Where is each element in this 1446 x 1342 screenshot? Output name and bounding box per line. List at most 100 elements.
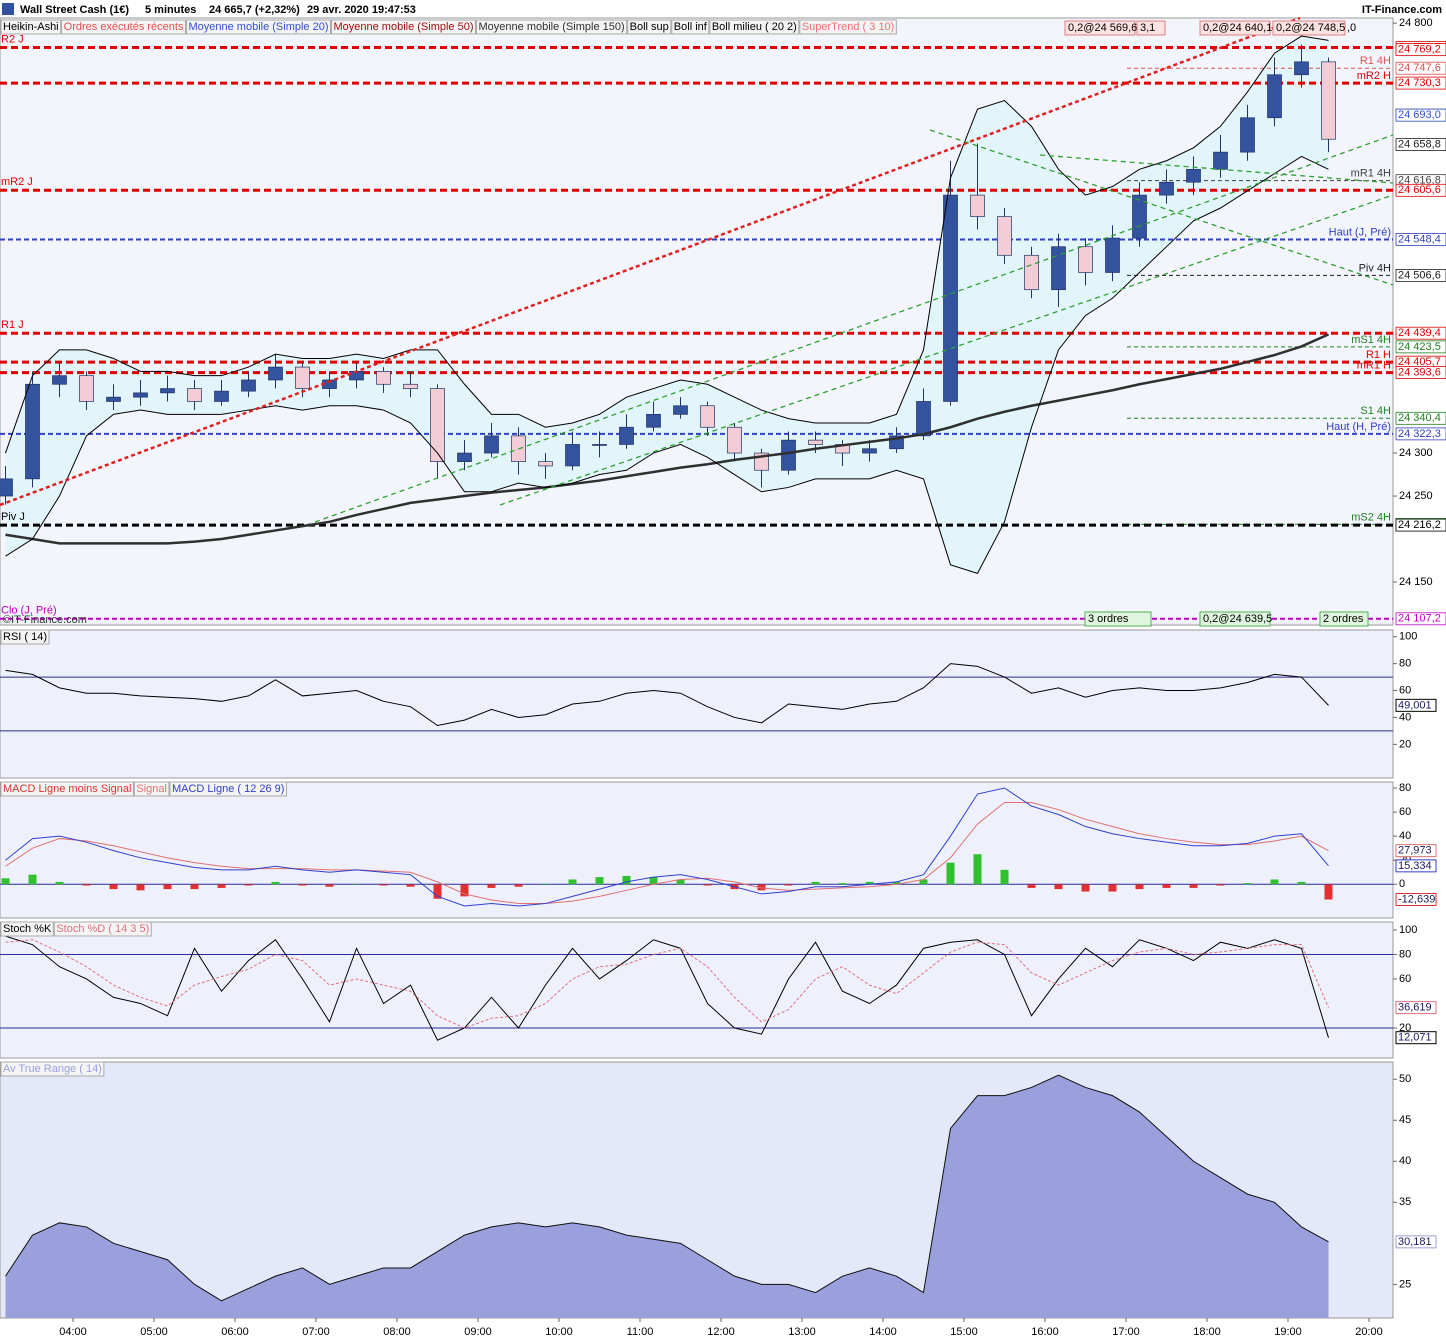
y-tick-label: 20 <box>1399 1022 1411 1034</box>
last-value-box <box>1395 859 1437 873</box>
level-box <box>1395 43 1446 57</box>
histogram-bar <box>649 877 658 885</box>
order-text: ,0 <box>1347 22 1356 34</box>
histogram-bar <box>1270 879 1279 885</box>
last-value-box <box>1395 1031 1437 1045</box>
y-tick-label: 40 <box>1399 711 1411 723</box>
level-value: 24 605,6 <box>1398 184 1441 196</box>
histogram-bar <box>1108 884 1117 892</box>
candle-body <box>1159 181 1174 196</box>
candle-body <box>673 405 688 415</box>
order-text: 3,1 <box>1140 22 1155 34</box>
level-name: Haut (H, Pré) <box>1326 421 1391 433</box>
order-text: 0,2@24 639,5 <box>1203 613 1272 625</box>
candle-body <box>457 452 472 462</box>
x-tick-label: 16:00 <box>1031 1326 1059 1338</box>
legend-box <box>0 921 54 937</box>
candle-body <box>187 388 202 402</box>
legend-box <box>709 19 800 35</box>
histogram-bar <box>298 884 307 886</box>
series-line <box>5 35 1329 454</box>
y-tick-label: 25 <box>1399 1278 1411 1290</box>
level-box <box>1395 366 1446 379</box>
candle-body <box>727 426 742 454</box>
candle-body <box>781 439 796 471</box>
histogram-bar <box>325 884 334 887</box>
x-tick-label: 15:00 <box>950 1326 978 1338</box>
level-name: R1 H <box>1366 349 1391 361</box>
level-box <box>1395 518 1446 532</box>
order-badge <box>1136 20 1166 36</box>
legend-box <box>0 629 50 645</box>
histogram-bar <box>811 881 820 885</box>
histogram-bar <box>433 884 442 899</box>
candle-body <box>133 392 148 398</box>
candle-body <box>376 371 391 385</box>
candle-body <box>1186 168 1201 183</box>
candle-body <box>1132 194 1147 239</box>
candle-body <box>808 439 823 445</box>
level-box <box>1395 138 1446 151</box>
histogram-bar <box>1 878 10 885</box>
last-value-box <box>1395 698 1437 712</box>
legend-label: Boll inf <box>674 21 708 33</box>
y-tick-label: 40 <box>1399 830 1411 842</box>
histogram-bar <box>190 884 199 890</box>
brand: IT-Finance.com <box>1362 4 1442 16</box>
y-tick-label: 45 <box>1399 1114 1411 1126</box>
legend-box <box>0 1061 105 1077</box>
candle-body <box>79 375 94 402</box>
candle-body <box>1321 61 1336 140</box>
level-box <box>1395 411 1446 425</box>
last-value-label: -12,639 <box>1398 893 1435 905</box>
plot-area <box>0 781 1394 919</box>
histogram-bar <box>865 881 874 885</box>
candle-body <box>916 401 931 437</box>
series-line <box>5 155 1329 575</box>
histogram-bar <box>28 874 37 885</box>
legend-label: Heikin-Ashi <box>3 21 59 33</box>
level-name: mR1 H <box>1357 359 1391 371</box>
candle-body <box>214 390 229 402</box>
legend-label: Stoch %K <box>3 923 52 935</box>
histogram-bar <box>784 884 793 886</box>
candle-body <box>268 366 283 381</box>
candle-body <box>1294 61 1309 76</box>
histogram-bar <box>1162 884 1171 888</box>
legend-label: SuperTrend ( 3 10) <box>802 21 895 33</box>
level-name: mR2 J <box>1 176 33 188</box>
area-line <box>5 1074 1329 1302</box>
histogram-bar <box>919 879 928 885</box>
panel: 100 80 60 40 20 49,001 RSI ( 14) <box>0 629 1437 779</box>
trendline <box>314 134 1394 523</box>
legend-label: RSI ( 14) <box>3 631 47 643</box>
level-value: 24 693,0 <box>1398 109 1441 121</box>
legend-label: Moyenne mobile (Simple 20) <box>188 21 328 33</box>
last-value-label: 30,181 <box>1398 1236 1432 1248</box>
y-tick-label: 35 <box>1399 1196 1411 1208</box>
y-tick-label: 80 <box>1399 658 1411 670</box>
legend-box <box>799 19 897 35</box>
histogram-bar <box>541 884 550 885</box>
histogram-bar <box>379 884 388 886</box>
x-tick-label: 07:00 <box>302 1326 330 1338</box>
histogram-bar <box>838 883 847 885</box>
histogram-bar <box>109 884 118 890</box>
histogram-bar <box>163 884 172 890</box>
level-name: S1 4H <box>1360 405 1391 417</box>
last-value-box <box>1395 1235 1437 1249</box>
histogram-bar <box>1243 883 1252 885</box>
y-tick-label: 24 800 <box>1399 17 1433 29</box>
y-tick-label: 24 300 <box>1399 447 1433 459</box>
legend-label: Av True Range ( 14) <box>3 1063 102 1075</box>
legend-box <box>53 921 152 937</box>
x-tick-label: 20:00 <box>1355 1326 1383 1338</box>
histogram-bar <box>1324 884 1333 900</box>
series-line <box>5 939 1329 1029</box>
y-tick-label: 100 <box>1399 631 1417 643</box>
order-text: 3 ordres <box>1088 613 1129 625</box>
histogram-bar <box>703 884 712 886</box>
order-badge <box>1199 20 1271 36</box>
trendline <box>499 194 1394 506</box>
